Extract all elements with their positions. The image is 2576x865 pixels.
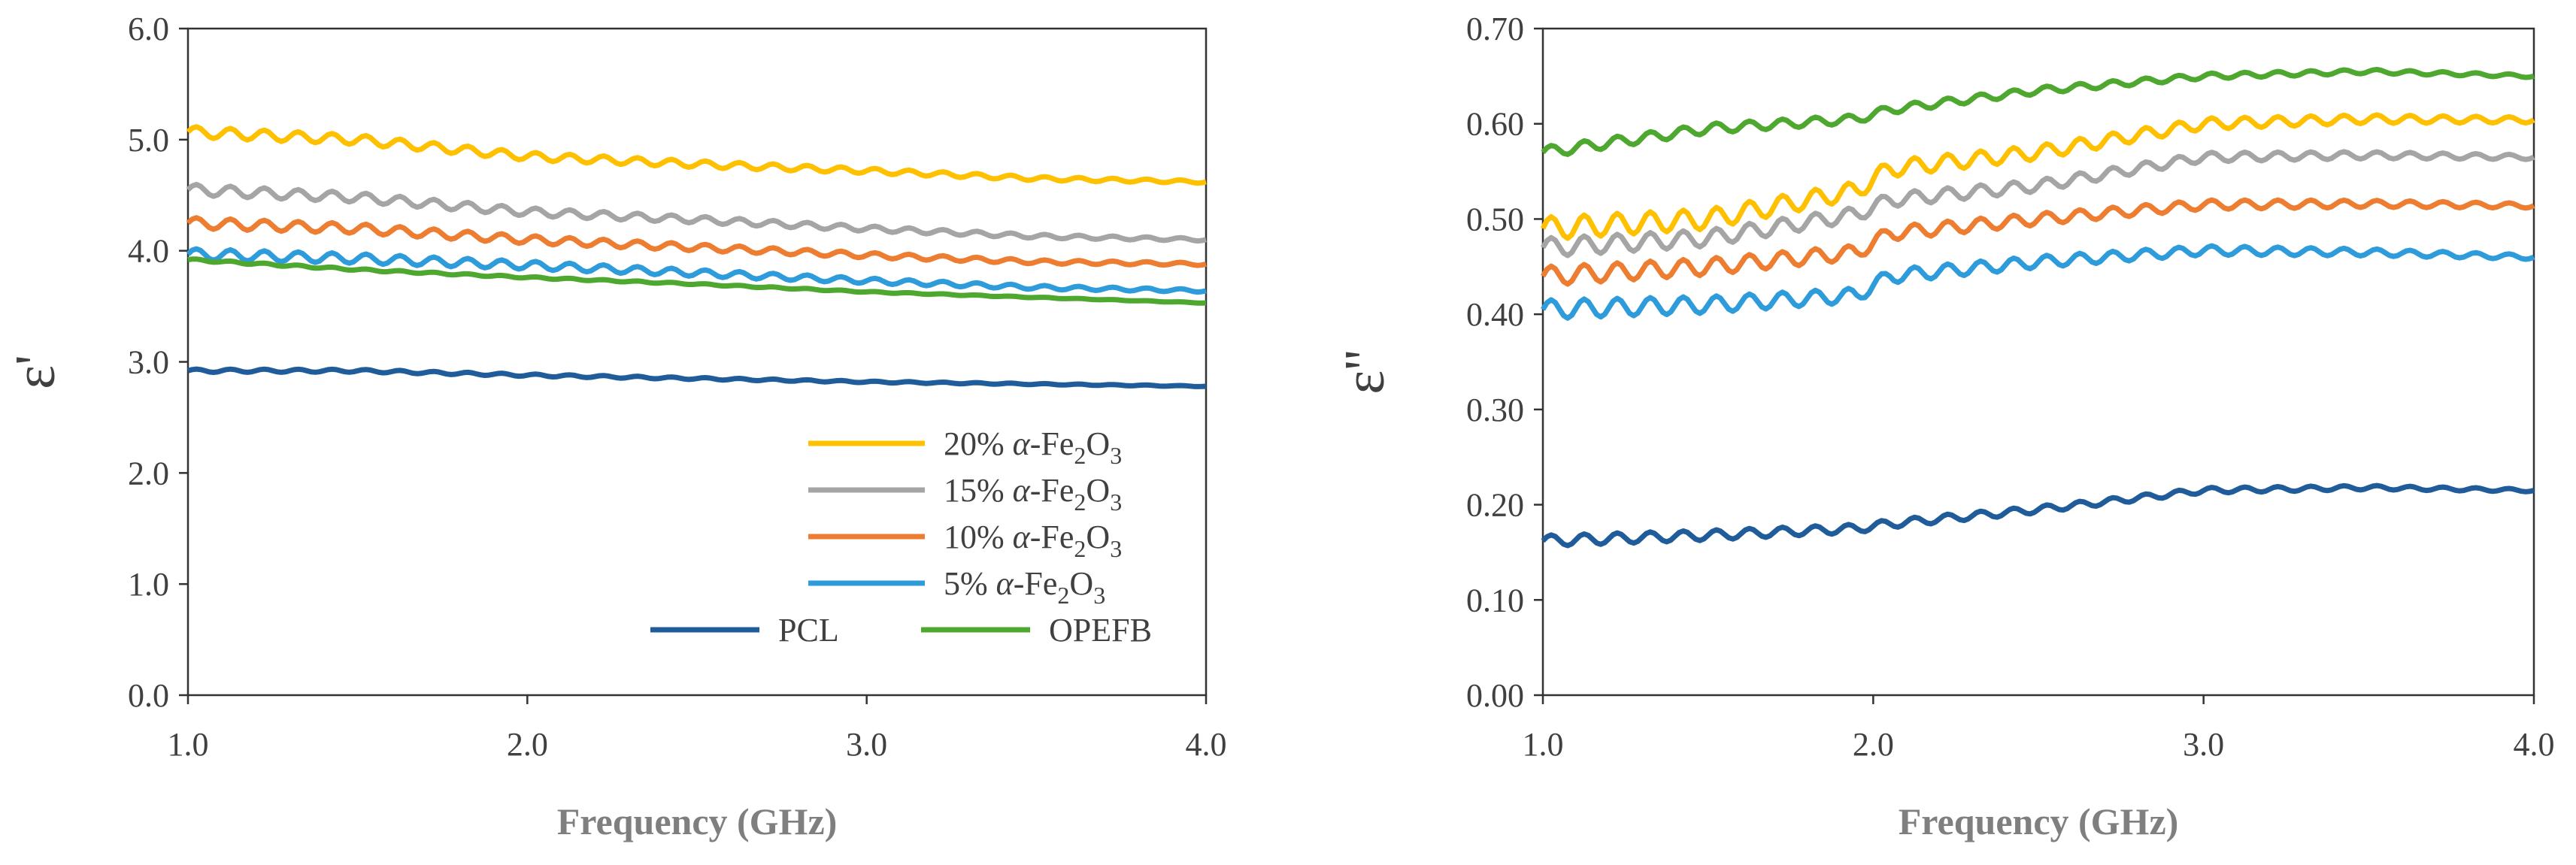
series-line-6: [187, 256, 1207, 306]
x-tick-label: 1.0: [1523, 726, 1564, 763]
series-line-1: [186, 124, 1207, 186]
x-tick-label: 3.0: [846, 726, 887, 763]
y-tick-label: 0.70: [1466, 11, 1524, 47]
legend-entry-label: 20% α-Fe2O3: [944, 425, 1122, 469]
y-axis-title: ε': [4, 355, 67, 389]
x-axis-title: Frequency (GHz): [1899, 800, 2179, 842]
x-tick-label: 1.0: [168, 726, 209, 763]
y-tick-label: 0.00: [1466, 677, 1524, 714]
y-tick-label: 2.0: [128, 455, 169, 491]
x-tick-label: 2.0: [507, 726, 548, 763]
y-tick-label: 0.30: [1466, 392, 1524, 428]
x-tick-label: 3.0: [2183, 726, 2224, 763]
y-tick-label: 1.0: [128, 566, 169, 603]
y-tick-label: 6.0: [128, 11, 169, 47]
legend-entry-label: 10% α-Fe2O3: [944, 519, 1122, 562]
y-tick-label: 5.0: [128, 122, 169, 159]
series-line-5: [187, 366, 1207, 389]
series-line-5: [1541, 482, 2535, 549]
legend-entry-label: OPEFB: [1049, 612, 1152, 649]
series-line-4: [1541, 243, 2535, 321]
y-tick-label: 0.50: [1466, 201, 1524, 237]
series-line-6: [1541, 67, 2535, 157]
x-axis-title: Frequency (GHz): [557, 800, 838, 842]
series-line-3: [1540, 197, 2535, 287]
chart-panel-1: 0.0 1.0 2.0 3.0 4.0 5.0 6.0 1.0 2.0 3.0 4.0 Frequen…: [4, 11, 1227, 842]
x-tick-label: 4.0: [1186, 726, 1227, 763]
legend-entry-label: PCL: [778, 612, 839, 649]
x-tick-label: 2.0: [1853, 726, 1894, 763]
y-tick-label: 0.20: [1466, 487, 1524, 524]
y-axis-title: ε'': [1333, 349, 1396, 394]
series-line-1: [1540, 112, 2535, 241]
y-tick-label: 4.0: [128, 233, 169, 270]
legend-entry-label: 5% α-Fe2O3: [944, 565, 1105, 609]
plot-frame: [1541, 27, 2535, 697]
legend-entry-label: 15% α-Fe2O3: [944, 472, 1122, 516]
y-tick-label: 3.0: [128, 344, 169, 381]
y-tick-label: 0.60: [1466, 106, 1524, 143]
y-tick-label: 0.40: [1466, 296, 1524, 333]
series-line-4: [186, 246, 1207, 295]
x-tick-label: 4.0: [2514, 726, 2555, 763]
series-line-2: [1540, 149, 2535, 259]
chart-panel-2: 0.00 0.10 0.20 0.30 0.40 0.50 0.60 0.70 1.0 2.0 3.…: [1333, 11, 2555, 842]
y-tick-label: 0.0: [128, 677, 169, 714]
series-line-3: [186, 215, 1207, 268]
series-line-2: [186, 182, 1207, 244]
y-tick-label: 0.10: [1466, 582, 1524, 619]
